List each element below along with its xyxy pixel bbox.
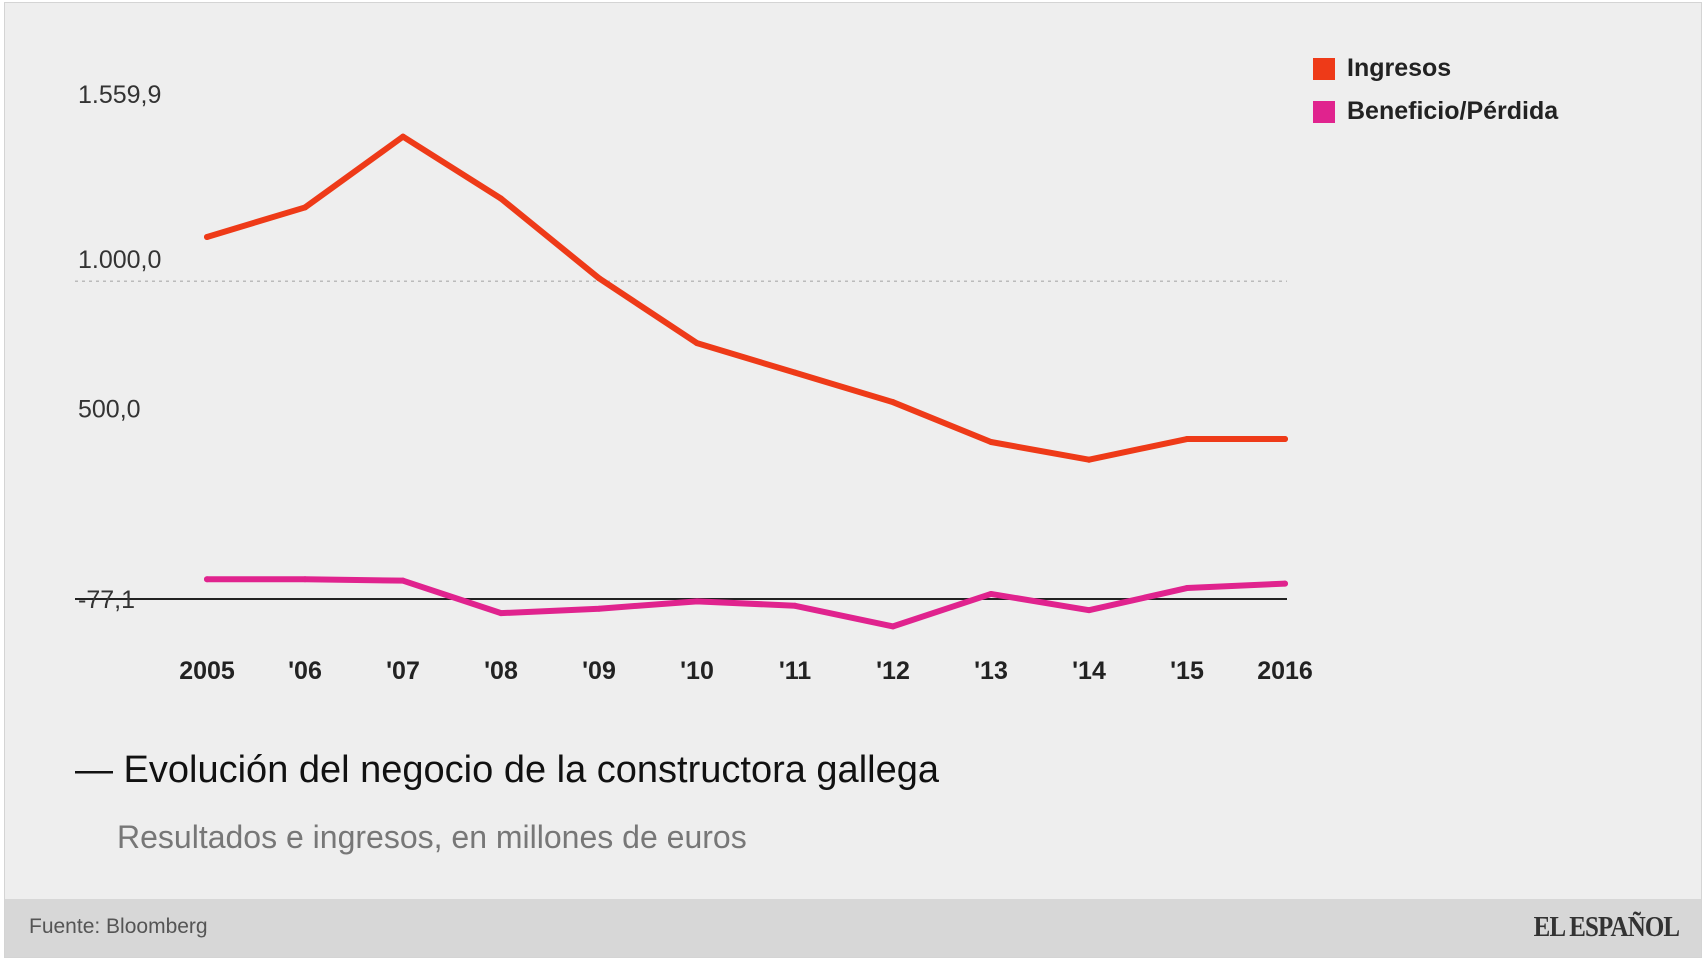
x-tick-label: '10 [680,657,714,685]
data-point-ingresos [204,233,210,240]
data-point-ingresos [400,133,406,140]
data-point-beneficio [988,590,994,597]
brand-logo: EL ESPAÑOL [1533,911,1680,943]
data-point-beneficio [694,598,700,605]
y-tick-label: 1.559,9 [78,81,161,109]
data-point-beneficio [1282,580,1288,587]
data-point-ingresos [1184,436,1190,443]
legend-item-ingresos: Ingresos [1313,47,1558,90]
data-point-beneficio [204,576,210,583]
data-point-ingresos [1086,456,1092,463]
chart-title: — Evolución del negocio de la constructo… [75,749,939,791]
data-point-ingresos [498,195,504,202]
x-tick-label: '09 [582,657,616,685]
data-point-beneficio [302,576,308,583]
data-point-ingresos [694,340,700,347]
x-tick-label: '08 [484,657,518,685]
data-point-beneficio [400,577,406,584]
chart-canvas: 1.559,9 1.000,0 500,0 -77,1 2005 '06 '07 '08 '09… [75,81,1313,685]
series-line-beneficio [204,576,1288,630]
x-tick-label: '06 [288,657,322,685]
chart-card: 1.559,9 1.000,0 500,0 -77,1 2005 '06 '07 '08 '09… [4,2,1702,958]
x-tick-label: '14 [1072,657,1106,685]
x-tick-label: '07 [386,657,420,685]
series-line-ingresos [204,133,1288,463]
data-point-beneficio [890,623,896,630]
chart-subtitle: Resultados e ingresos, en millones de eu… [117,819,747,855]
x-tick-label: '15 [1170,657,1204,685]
data-point-beneficio [498,610,504,617]
footer-bar: Fuente: Bloomberg EL ESPAÑOL [5,899,1701,957]
x-tick-label: '13 [974,657,1008,685]
data-point-ingresos [302,204,308,211]
data-point-ingresos [1282,436,1288,443]
data-point-ingresos [988,439,994,446]
x-tick-label: '11 [779,657,811,685]
data-point-ingresos [792,369,798,376]
data-point-beneficio [596,605,602,612]
legend: Ingresos Beneficio/Pérdida [1313,47,1558,133]
x-tick-label: 2016 [1257,657,1313,685]
legend-item-beneficio: Beneficio/Pérdida [1313,90,1558,133]
legend-label-ingresos: Ingresos [1347,54,1452,82]
x-tick-label: 2005 [179,657,235,685]
data-point-beneficio [792,602,798,609]
legend-swatch-beneficio [1313,100,1335,123]
y-tick-label: -77,1 [78,586,135,614]
legend-label-beneficio: Beneficio/Pérdida [1347,97,1559,125]
data-point-ingresos [596,275,602,282]
x-tick-label: '12 [876,657,910,685]
legend-swatch-ingresos [1313,57,1335,80]
y-tick-label: 500,0 [78,396,141,424]
data-point-beneficio [1184,585,1190,592]
data-point-beneficio [1086,607,1092,614]
y-tick-label: 1.000,0 [78,246,161,274]
data-point-ingresos [890,399,896,406]
source-text: Fuente: Bloomberg [29,915,208,938]
